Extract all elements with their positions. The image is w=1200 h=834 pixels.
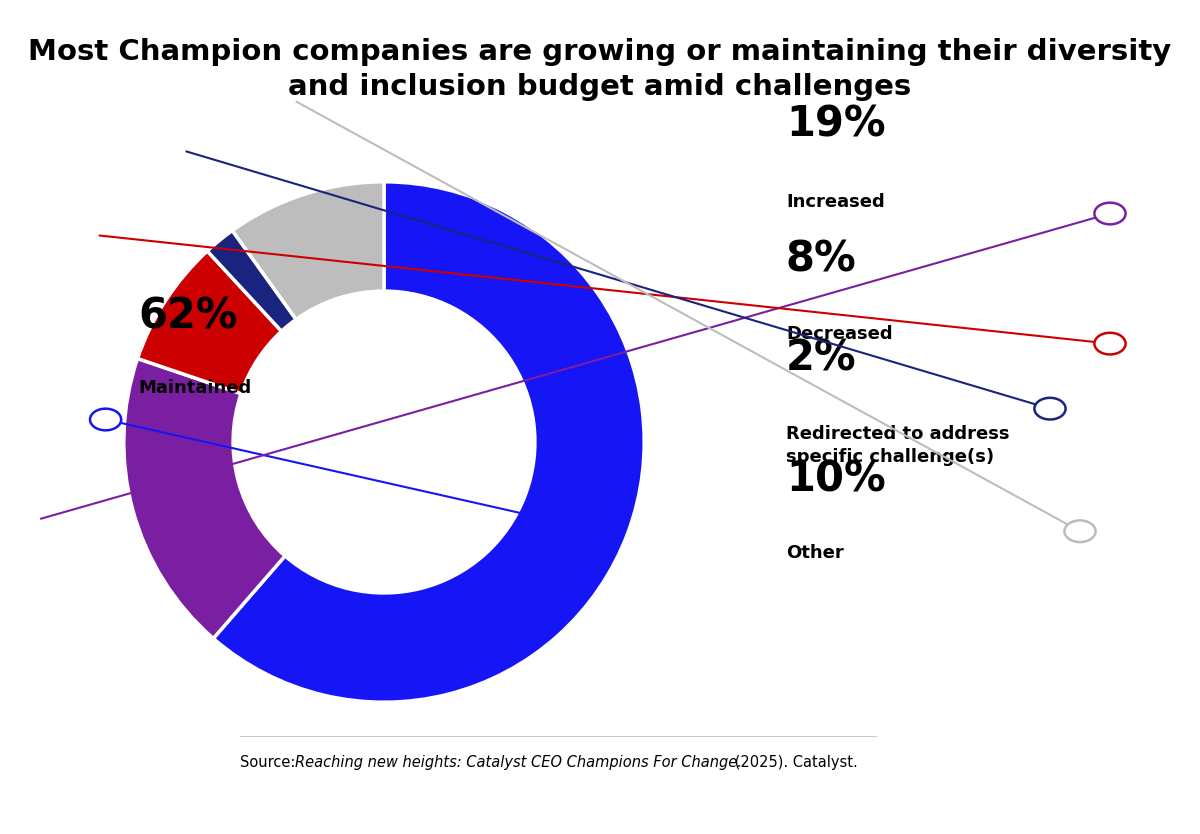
Text: Reaching new heights: Catalyst CEO Champions For Change.: Reaching new heights: Catalyst CEO Champ…	[295, 755, 742, 770]
Text: Source:: Source:	[240, 755, 300, 770]
Wedge shape	[208, 230, 296, 331]
Text: 2%: 2%	[786, 338, 857, 379]
Text: 62%: 62%	[138, 296, 238, 338]
Text: Maintained: Maintained	[138, 379, 251, 398]
Text: Decreased: Decreased	[786, 325, 893, 344]
Text: (2025). Catalyst.: (2025). Catalyst.	[730, 755, 857, 770]
Wedge shape	[214, 182, 644, 702]
Text: 10%: 10%	[786, 459, 886, 500]
Text: 8%: 8%	[786, 239, 857, 280]
Wedge shape	[124, 359, 286, 639]
Text: 19%: 19%	[786, 104, 886, 146]
Text: Most Champion companies are growing or maintaining their diversity
and inclusion: Most Champion companies are growing or m…	[29, 38, 1171, 101]
Text: Other: Other	[786, 544, 844, 562]
Text: Increased: Increased	[786, 193, 884, 212]
Wedge shape	[138, 251, 282, 394]
Text: Redirected to address
specific challenge(s): Redirected to address specific challenge…	[786, 425, 1009, 465]
Wedge shape	[233, 182, 384, 319]
